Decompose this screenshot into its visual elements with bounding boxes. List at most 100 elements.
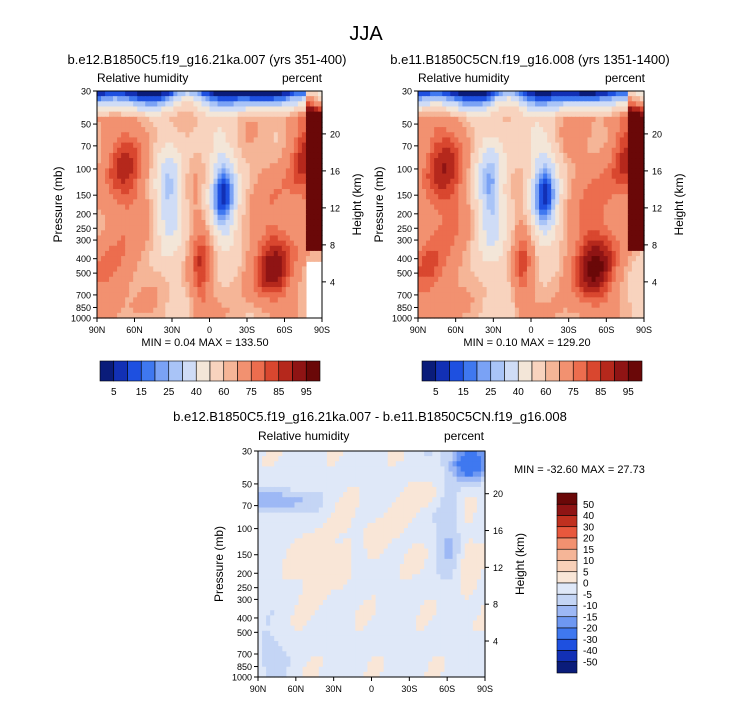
- field-cell: [567, 199, 572, 206]
- field-cell: [201, 250, 207, 257]
- field-cell: [587, 111, 593, 118]
- field-cell: [603, 292, 609, 298]
- field-cell: [133, 173, 138, 180]
- field-cell: [169, 276, 174, 283]
- field-cell: [189, 111, 195, 118]
- field-cell: [285, 266, 291, 273]
- field-cell: [591, 204, 597, 211]
- field-cell: [165, 168, 170, 175]
- field-cell: [257, 199, 263, 206]
- field-cell: [293, 132, 299, 139]
- field-cell: [117, 101, 122, 108]
- field-cell: [265, 266, 271, 273]
- field-cell: [591, 178, 597, 185]
- field-cell: [498, 281, 504, 288]
- field-cell: [482, 183, 488, 190]
- panel-3-stats: MIN = -32.60 MAX = 27.73: [514, 464, 645, 476]
- field-cell: [165, 204, 170, 211]
- field-cell: [595, 168, 601, 175]
- field-cell: [209, 302, 215, 309]
- field-cell: [599, 312, 605, 319]
- field-cell: [117, 183, 122, 190]
- field-cell: [482, 189, 488, 195]
- field-cell: [510, 91, 516, 97]
- field-cell: [269, 307, 275, 314]
- field-cell: [539, 199, 544, 206]
- field-cell: [129, 256, 134, 262]
- field-cell: [591, 111, 597, 118]
- field-cell: [522, 152, 528, 159]
- field-cell: [113, 183, 118, 190]
- field-cell: [309, 147, 315, 154]
- field-cell: [145, 230, 150, 237]
- field-cell: [539, 137, 544, 144]
- field-cell: [165, 189, 170, 195]
- field-cell: [301, 307, 307, 314]
- field-cell: [442, 142, 447, 149]
- pressure-tick-label: 400: [76, 254, 91, 264]
- field-cell: [514, 147, 520, 154]
- field-cell: [153, 96, 158, 102]
- field-cell: [245, 101, 251, 108]
- field-cell: [265, 111, 271, 118]
- field-cell: [169, 204, 174, 211]
- field-cell: [137, 307, 142, 314]
- field-cell: [599, 199, 605, 206]
- field-cell: [289, 276, 295, 283]
- field-cell: [454, 266, 459, 273]
- field-cell: [490, 194, 496, 200]
- field-cell: [494, 256, 500, 262]
- height-axis-title: Height (km): [350, 173, 364, 235]
- field-cell: [494, 209, 500, 216]
- field-cell: [539, 96, 544, 102]
- field-cell: [526, 276, 532, 283]
- field-cell: [289, 271, 295, 278]
- field-cell: [571, 292, 576, 298]
- field-cell: [458, 307, 463, 314]
- field-cell: [261, 261, 267, 268]
- field-cell: [514, 137, 520, 144]
- field-cell: [446, 189, 451, 195]
- field-cell: [217, 101, 223, 108]
- field-cell: [567, 137, 572, 144]
- field-cell: [583, 297, 589, 304]
- field-cell: [434, 199, 439, 206]
- field-cell: [531, 96, 536, 102]
- field-cell: [305, 235, 311, 242]
- field-cell: [277, 158, 283, 164]
- field-cell: [129, 214, 134, 221]
- field-cell: [225, 178, 231, 185]
- field-cell: [623, 307, 629, 314]
- field-cell: [526, 281, 532, 288]
- field-cell: [438, 91, 443, 97]
- field-cell: [498, 142, 504, 149]
- field-cell: [197, 219, 203, 226]
- field-cell: [245, 142, 251, 149]
- field-cell: [615, 183, 621, 190]
- field-cell: [543, 163, 548, 169]
- field-cell: [289, 173, 295, 180]
- field-cell: [177, 307, 182, 314]
- field-cell: [535, 142, 540, 149]
- field-cell: [603, 91, 609, 97]
- field-cell: [165, 116, 170, 123]
- field-cell: [434, 281, 439, 288]
- field-cell: [245, 137, 251, 144]
- field-cell: [277, 101, 283, 108]
- field-cell: [446, 266, 451, 273]
- field-cell: [555, 225, 560, 231]
- field-cell: [177, 91, 182, 97]
- field-cell: [579, 106, 585, 113]
- field-cell: [129, 147, 134, 154]
- field-cell: [293, 106, 299, 113]
- field-cell: [526, 235, 532, 242]
- field-cell: [623, 276, 629, 283]
- field-cell: [478, 276, 484, 283]
- field-cell: [241, 271, 247, 278]
- field-cell: [639, 199, 645, 206]
- field-cell: [281, 271, 287, 278]
- field-cell: [442, 189, 447, 195]
- field-cell: [490, 261, 496, 268]
- field-cell: [615, 178, 621, 185]
- field-cell: [639, 307, 645, 314]
